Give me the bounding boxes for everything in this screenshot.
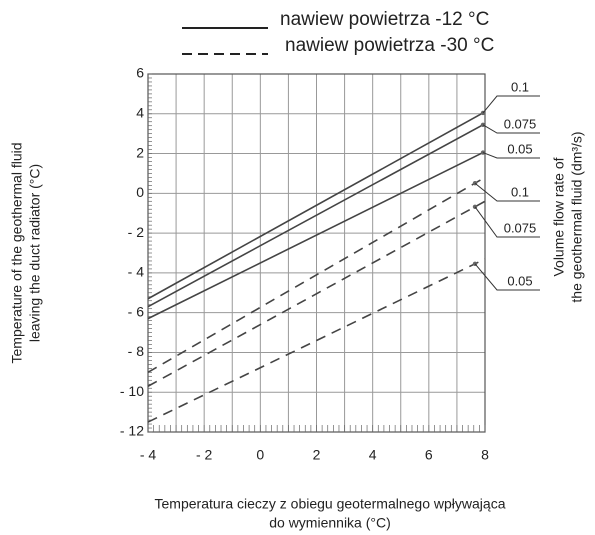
y2-axis-label: Volume flow rate of — [551, 157, 567, 276]
y-tick-label: - 6 — [128, 303, 145, 319]
y-tick-label: - 12 — [120, 423, 144, 439]
leader-line — [482, 124, 540, 134]
y-axis-label: leaving the duct radiator (°C) — [27, 164, 43, 342]
x-tick-label: 2 — [313, 447, 321, 463]
y-tick-label: 4 — [136, 104, 144, 120]
leader-line — [474, 263, 540, 291]
series-line — [147, 111, 486, 300]
x-tick-label: - 2 — [196, 447, 213, 463]
x-tick-label: - 4 — [140, 447, 157, 463]
y-tick-label: - 4 — [128, 264, 145, 280]
series-label: 0.1 — [511, 79, 529, 94]
series-label: 0.075 — [504, 220, 537, 235]
x-tick-label: 6 — [425, 447, 433, 463]
x-axis-label: Temperatura cieczy z obiegu geotermalneg… — [155, 496, 506, 512]
x-tick-label: 4 — [369, 447, 377, 463]
legend-label: nawiew powietrza -30 °C — [285, 35, 494, 56]
y-tick-label: - 10 — [120, 383, 144, 399]
y2-axis-label: the geothermal fluid (dm³/s) — [569, 131, 585, 302]
y-tick-label: - 8 — [128, 343, 145, 359]
x-tick-label: 0 — [256, 447, 264, 463]
series-line — [147, 150, 486, 320]
series-line — [147, 176, 486, 374]
y-tick-label: 6 — [136, 65, 144, 81]
y-axis-label: Temperature of the geothermal fluid — [9, 142, 25, 363]
series-line — [147, 200, 486, 387]
leader-line — [482, 152, 540, 159]
x-tick-label: 8 — [481, 447, 489, 463]
x-axis-label: do wymiennika (°C) — [269, 515, 391, 531]
y-tick-label: 0 — [136, 184, 144, 200]
leader-line — [474, 206, 540, 238]
series-label: 0.1 — [511, 184, 529, 199]
series-label: 0.05 — [507, 141, 532, 156]
y-tick-label: 2 — [136, 144, 144, 160]
leader-line — [474, 182, 540, 202]
series-line — [147, 123, 486, 308]
legend-label: nawiew powietrza -12 °C — [280, 9, 489, 30]
leader-line — [482, 95, 540, 114]
y-tick-label: - 2 — [128, 224, 145, 240]
series-label: 0.05 — [507, 273, 532, 288]
series-label: 0.075 — [504, 116, 537, 131]
series-line — [147, 258, 486, 423]
